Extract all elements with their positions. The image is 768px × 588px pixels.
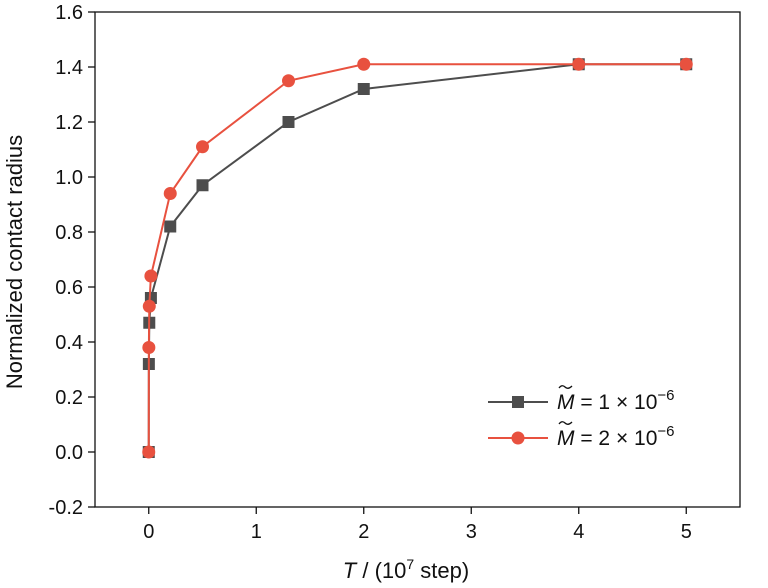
legend-label: M = 1 × 10−6 xyxy=(557,387,675,414)
series-2-point xyxy=(357,57,371,71)
series-1-point xyxy=(357,83,370,95)
legend-label-symbol: M xyxy=(557,391,575,414)
axes: -0.2 0.0 0.2 0.4 0.6 0.8 1.0 1.2 1.4 1.6 0 1 2 3 4 5 xyxy=(49,2,741,543)
series-2-point xyxy=(196,140,209,154)
legend: M = 1 × 10−6M = 2 × 10−6 xyxy=(488,385,675,450)
y-tick-label: 0.8 xyxy=(55,222,83,244)
y-tick-label: -0.2 xyxy=(49,497,83,519)
y-axis-title: Normalized contact radius xyxy=(2,135,27,389)
y-tick-label: 1.6 xyxy=(55,2,83,24)
plot-frame xyxy=(94,11,741,508)
y-tick-label: 1.2 xyxy=(55,112,83,134)
series-2-point xyxy=(142,299,156,313)
legend-label: M = 2 × 10−6 xyxy=(557,423,675,450)
legend-label-middle: = 2 × 10 xyxy=(575,427,658,450)
y-tick-label: 0.6 xyxy=(55,277,83,299)
legend-marker xyxy=(511,431,525,445)
x-tick-label: 3 xyxy=(466,521,477,543)
y-tick-label: 0.4 xyxy=(55,332,83,354)
y-tick-label: 1.0 xyxy=(55,167,83,189)
x-tick-label: 0 xyxy=(143,521,154,543)
series-2-point xyxy=(572,57,586,71)
legend-tilde xyxy=(558,421,573,425)
x-axis-title-sup: 7 xyxy=(406,556,414,572)
legend-label-symbol: M xyxy=(557,427,575,450)
legend-label-exp: −6 xyxy=(657,423,674,440)
series-2-point xyxy=(142,445,156,459)
x-tick-label: 5 xyxy=(681,521,692,543)
series-2-point xyxy=(282,74,295,88)
series-2-point xyxy=(163,187,177,200)
series-1-point xyxy=(282,116,295,128)
series-1-point xyxy=(196,179,209,192)
x-axis-title: T / (107 step) xyxy=(343,556,469,583)
x-tick-label: 2 xyxy=(358,521,369,543)
series-layer xyxy=(142,57,693,459)
y-tick-label: 1.4 xyxy=(55,57,83,79)
series-2-line xyxy=(147,63,687,453)
x-axis-title-post: step) xyxy=(414,558,469,583)
x-tick-label: 1 xyxy=(251,521,262,543)
legend-tilde xyxy=(558,385,573,389)
y-tick-label: 0.0 xyxy=(55,442,83,464)
legend-label-middle: = 1 × 10 xyxy=(575,391,658,414)
x-tick-label: 4 xyxy=(573,521,584,543)
series-2-point xyxy=(679,57,693,71)
x-axis-title-symbol: T xyxy=(343,558,358,583)
series-2-point xyxy=(144,269,158,283)
series-2 xyxy=(142,57,693,459)
legend-marker xyxy=(512,396,524,408)
series-1-point xyxy=(164,220,177,233)
y-tick-label: 0.2 xyxy=(55,387,83,409)
x-axis-title-pre: / (10 xyxy=(356,558,406,583)
legend-label-exp: −6 xyxy=(657,387,674,404)
series-2-point xyxy=(142,341,156,354)
